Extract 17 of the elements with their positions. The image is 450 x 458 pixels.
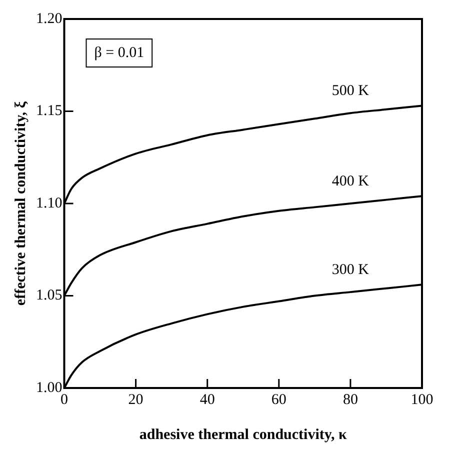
y-axis-title: effective thermal conductivity, ξ	[12, 101, 29, 306]
series-label: 400 K	[332, 173, 370, 190]
x-tick-label: 100	[410, 392, 434, 408]
x-tick-label: 40	[200, 392, 215, 408]
annotation: β = 0.01	[94, 44, 144, 61]
y-tick-label: 1.15	[36, 103, 62, 120]
x-tick-label: 0	[60, 392, 68, 408]
y-tick-label: 1.20	[36, 10, 62, 27]
x-tick-label: 20	[128, 392, 144, 408]
x-tick-label: 60	[271, 392, 286, 408]
series-label: 500 K	[332, 83, 370, 100]
x-tick-label: 80	[342, 392, 358, 408]
series-label: 300 K	[332, 262, 370, 278]
x-axis-title: adhesive thermal conductivity, κ	[139, 426, 348, 443]
y-tick-label: 1.05	[36, 288, 62, 304]
y-tick-label: 1.10	[36, 195, 62, 212]
y-tick-label: 1.00	[36, 380, 62, 396]
